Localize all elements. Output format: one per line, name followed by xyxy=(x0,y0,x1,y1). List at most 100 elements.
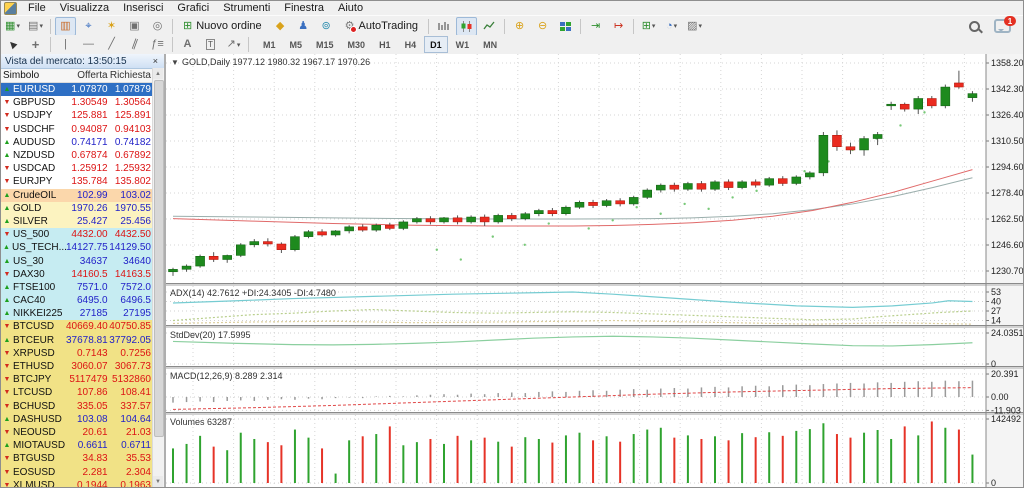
chart-svg[interactable]: 1358.20 1342.30 1326.40 1310.50 1294.60 1278.… xyxy=(166,54,1024,488)
autotrading-button[interactable]: ⚙ AutoTrading xyxy=(339,17,424,36)
timeframe-mn-button[interactable]: MN xyxy=(483,39,498,50)
market-watch-row-usdcad[interactable]: ▼ USDCAD 1.25912 1.25932 xyxy=(1,162,153,176)
market-watch-row-ftse100[interactable]: ▲ FTSE100 7571.0 7572.0 xyxy=(1,280,153,294)
market-watch-row-dax30[interactable]: ▼ DAX30 14160.5 14163.5 xyxy=(1,267,153,281)
timeframe-m5-button[interactable]: M5 xyxy=(289,39,303,50)
main-chart-pane[interactable] xyxy=(168,70,978,276)
market-watch-row-xlmusd[interactable]: ▼ XLMUSD 0.1944 0.1963 xyxy=(1,478,153,487)
market-watch-row-ethusd[interactable]: ▼ ETHUSD 3060.07 3067.73 xyxy=(1,359,153,374)
metaeditor-button[interactable]: ◆ xyxy=(270,17,291,36)
timeframe-m30-button[interactable]: M30 xyxy=(347,39,366,50)
market-watch-row-usdchf[interactable]: ▼ USDCHF 0.94087 0.94103 xyxy=(1,122,153,136)
arrows-tool-button[interactable]: ↗ ▾ xyxy=(223,35,244,54)
pane-separator[interactable] xyxy=(166,283,1024,286)
auto-scroll-button[interactable]: ⇥ xyxy=(585,17,606,36)
menu-item-visualizza[interactable]: Visualizza xyxy=(59,2,110,14)
cursor-tool-button[interactable]: ▶ xyxy=(2,35,23,54)
market-watch-row-bchusd[interactable]: ▼ BCHUSD 335.05 337.57 xyxy=(1,399,153,413)
fibonacci-tool-button[interactable]: ƒ ≡ xyxy=(147,35,168,54)
market-watch-row-eosusd[interactable]: ▼ EOSUSD 2.281 2.304 xyxy=(1,465,153,479)
navigator-button[interactable]: ✶ xyxy=(101,17,122,36)
vertical-line-tool-button[interactable]: | xyxy=(55,35,76,54)
periods-button[interactable]: ◔ ▾ xyxy=(661,17,682,36)
market-watch-row-audusd[interactable]: ▲ AUDUSD 0.74171 0.74182 xyxy=(1,135,153,149)
text-tool-button[interactable]: A xyxy=(177,35,198,54)
search-icon[interactable] xyxy=(969,20,980,32)
volumes-pane[interactable] xyxy=(166,418,986,484)
new-chart-button[interactable]: ▦ ▾ xyxy=(2,17,23,36)
market-watch-row-eurjpy[interactable]: ▼ EURJPY 135.784 135.802 xyxy=(1,175,153,189)
channel-tool-button[interactable]: ∥ xyxy=(124,35,145,54)
bar-chart-button[interactable] xyxy=(433,17,454,36)
notifications-icon[interactable]: 1 xyxy=(994,16,1016,33)
market-watch-row-btcusd[interactable]: ▼ BTCUSD 40669.40 40750.85 xyxy=(1,320,153,334)
market-watch-scrollbar[interactable]: ▲ ▼ xyxy=(152,68,164,487)
menu-item-strumenti[interactable]: Strumenti xyxy=(223,2,271,14)
terminal-button[interactable]: ▣ xyxy=(124,17,145,36)
profiles-button[interactable]: ▤ ▾ xyxy=(25,17,46,36)
candlestick-chart-button[interactable] xyxy=(456,16,478,36)
market-watch-row-miotausd[interactable]: ▲ MIOTAUSD 0.6611 0.6711 xyxy=(1,439,153,453)
trendline-tool-button[interactable]: ╱ xyxy=(101,35,122,54)
pane-separator[interactable] xyxy=(166,325,1024,328)
market-watch-row-us30[interactable]: ▲ US_30 34637 34640 xyxy=(1,254,153,268)
market-watch-row-btcjpy[interactable]: ▼ BTCJPY 5117479 5132860 xyxy=(1,373,153,387)
timeframe-h1-button[interactable]: H1 xyxy=(379,39,391,50)
zoom-in-button[interactable]: ⊕ xyxy=(509,17,530,36)
community-button[interactable]: ♟ xyxy=(293,17,314,36)
column-header-ask[interactable]: Richiesta xyxy=(109,70,151,81)
stddev-pane[interactable] xyxy=(166,332,986,365)
menu-item-aiuto[interactable]: Aiuto xyxy=(338,2,364,14)
scroll-down-icon[interactable]: ▼ xyxy=(153,476,163,487)
zoom-out-button[interactable]: ⊖ xyxy=(532,17,553,36)
market-watch-row-us500[interactable]: ▼ US_500 4432.00 4432.50 xyxy=(1,228,153,242)
market-watch-row-crudeoil[interactable]: ▲ CrudeOIL 102.99 103.02 xyxy=(1,188,153,202)
text-label-tool-button[interactable]: T xyxy=(200,35,221,54)
timeframe-m1-button[interactable]: M1 xyxy=(263,39,276,50)
market-watch-row-btgusd[interactable]: ▼ BTGUSD 34.83 35.53 xyxy=(1,452,153,466)
market-watch-row-gbpusd[interactable]: ▼ GBPUSD 1.30549 1.30564 xyxy=(1,96,153,110)
menu-item-inserisci[interactable]: Inserisci xyxy=(123,2,164,14)
data-window-button[interactable]: ⌖ xyxy=(78,17,99,36)
market-watch-row-btceur[interactable]: ▲ BTCEUR 37678.81 37792.05 xyxy=(1,333,153,347)
column-header-bid[interactable]: Offerta xyxy=(77,70,108,81)
indicators-button[interactable]: ⊞ ▾ xyxy=(638,17,659,36)
pane-separator[interactable] xyxy=(166,366,1024,369)
menu-item-file[interactable]: File xyxy=(28,2,46,14)
close-icon[interactable]: × xyxy=(152,56,158,66)
menu-item-finestra[interactable]: Finestra xyxy=(284,2,325,14)
chart-expander-arrow[interactable]: ▼ xyxy=(171,58,179,67)
horizontal-line-tool-button[interactable]: — xyxy=(78,35,99,54)
chart-window[interactable]: 1358.20 1342.30 1326.40 1310.50 1294.60 1278.… xyxy=(166,54,1023,487)
chart-shift-button[interactable]: ↦ xyxy=(608,17,629,36)
timeframe-w1-button[interactable]: W1 xyxy=(455,39,470,50)
market-watch-row-usdjpy[interactable]: ▼ USDJPY 125.881 125.891 xyxy=(1,109,153,123)
market-watch-row-cac40[interactable]: ▲ CAC40 6495.0 6496.5 xyxy=(1,294,153,308)
market-watch-row-nikkei225[interactable]: ▲ NIKKEI225 27185 27195 xyxy=(1,307,153,321)
market-watch-row-silver[interactable]: ▲ SILVER 25.427 25.456 xyxy=(1,214,153,229)
line-chart-button[interactable] xyxy=(479,17,500,36)
crosshair-tool-button[interactable]: + xyxy=(25,35,46,54)
templates-button[interactable]: ▨ ▾ xyxy=(684,17,705,36)
scroll-up-icon[interactable]: ▲ xyxy=(153,68,163,79)
column-header-symbol[interactable]: Simbolo xyxy=(3,70,40,81)
market-watch-row-ltcusd[interactable]: ▼ LTCUSD 107.86 108.41 xyxy=(1,386,153,400)
timeframe-d1-button[interactable]: D1 xyxy=(424,36,448,53)
market-watch-row-nzdusd[interactable]: ▲ NZDUSD 0.67874 0.67892 xyxy=(1,148,153,163)
new-order-button[interactable]: ⊞ Nuovo ordine xyxy=(177,17,268,36)
timeframe-m15-button[interactable]: M15 xyxy=(316,39,334,50)
market-watch-row-neousd[interactable]: ▼ NEOUSD 20.61 21.03 xyxy=(1,425,153,440)
market-watch-row-dashusd[interactable]: ▲ DASHUSD 103.08 104.64 xyxy=(1,412,153,426)
strategy-tester-button[interactable]: ◎ xyxy=(147,17,168,36)
adx-pane[interactable] xyxy=(166,291,986,325)
scrollbar-thumb[interactable] xyxy=(154,80,164,437)
market-watch-row-ustech[interactable]: ▲ US_TECH... 14127.75 14129.50 xyxy=(1,241,153,255)
tile-windows-button[interactable] xyxy=(555,17,576,36)
web-terminal-button[interactable]: ⊚ xyxy=(316,17,337,36)
market-watch-toggle-button[interactable]: ▥ xyxy=(55,16,76,36)
pane-separator[interactable] xyxy=(166,412,1024,415)
timeframe-h4-button[interactable]: H4 xyxy=(404,39,417,50)
macd-pane[interactable] xyxy=(166,373,986,411)
market-watch-row-eurusd[interactable]: ▲ EURUSD 1.07870 1.07879 xyxy=(1,83,153,97)
market-watch-row-gold[interactable]: ▲ GOLD 1970.26 1970.55 xyxy=(1,201,153,215)
